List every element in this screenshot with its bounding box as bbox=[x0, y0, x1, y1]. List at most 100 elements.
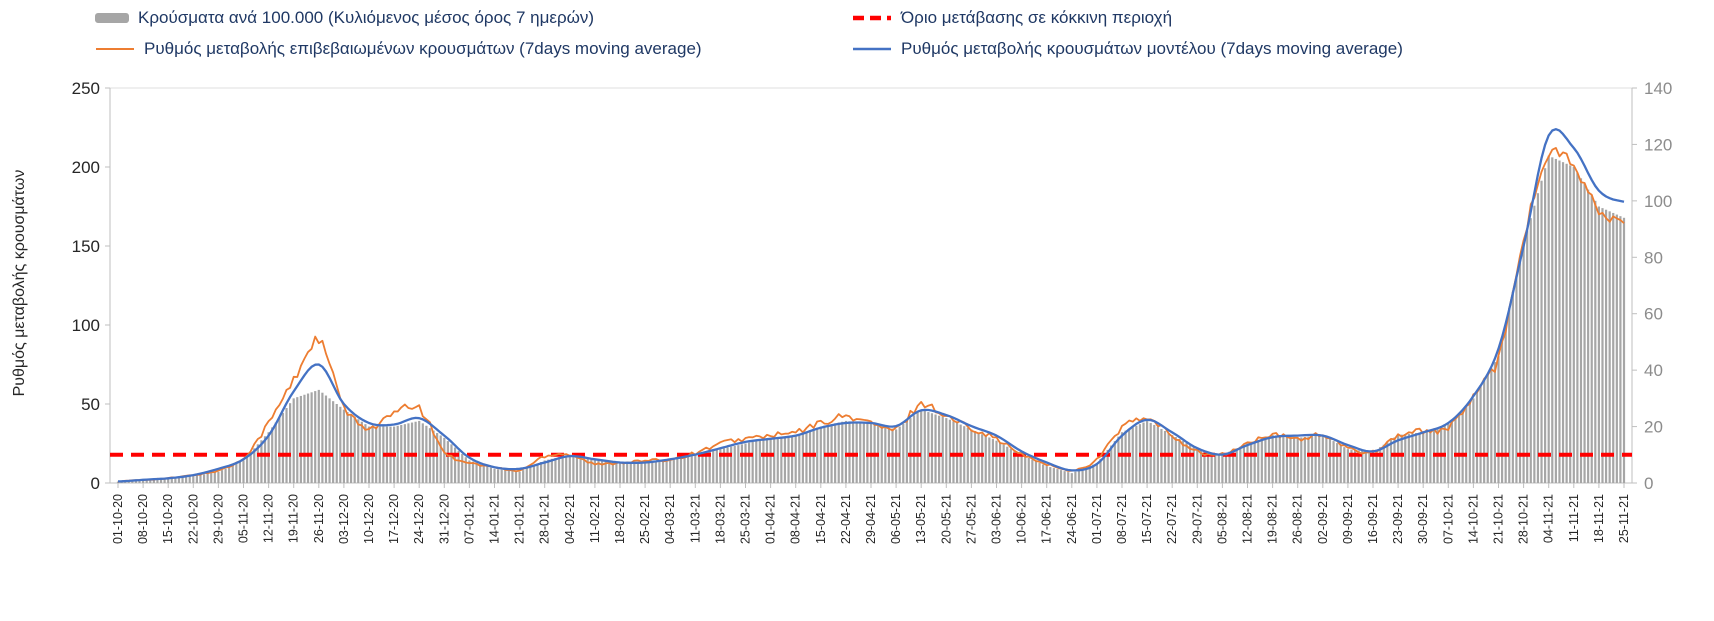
x-tick-label: 15-10-20 bbox=[161, 494, 175, 544]
bar bbox=[1002, 444, 1005, 483]
bar bbox=[1558, 160, 1561, 484]
bar bbox=[1486, 374, 1489, 483]
bar bbox=[1544, 168, 1547, 483]
bar bbox=[981, 434, 984, 483]
x-tick-label: 14-10-21 bbox=[1466, 494, 1480, 544]
bar bbox=[174, 477, 177, 483]
bar bbox=[1135, 425, 1138, 483]
y-right-tick-label: 40 bbox=[1644, 361, 1663, 380]
bar bbox=[349, 414, 353, 483]
bar bbox=[640, 462, 643, 483]
bar bbox=[1483, 380, 1486, 483]
bar bbox=[281, 412, 285, 483]
bar bbox=[1024, 456, 1027, 483]
bar bbox=[1425, 431, 1428, 483]
bar bbox=[1540, 180, 1543, 483]
bar bbox=[1615, 214, 1618, 483]
bar bbox=[791, 435, 794, 483]
bar bbox=[457, 450, 460, 483]
bar bbox=[1034, 461, 1038, 483]
bar bbox=[1518, 259, 1522, 483]
bar bbox=[138, 480, 141, 483]
bar bbox=[400, 424, 403, 483]
bar bbox=[220, 470, 224, 483]
bar bbox=[1353, 449, 1357, 483]
bar bbox=[998, 442, 1002, 483]
bar bbox=[1529, 218, 1532, 483]
bar bbox=[1217, 453, 1220, 483]
bar bbox=[1547, 155, 1550, 483]
bar bbox=[1088, 466, 1091, 483]
model-line-marker-icon bbox=[853, 47, 891, 51]
bar bbox=[475, 462, 478, 483]
bar bbox=[704, 452, 708, 483]
bar bbox=[439, 435, 442, 483]
bar bbox=[507, 470, 510, 483]
x-tick-label: 11-02-21 bbox=[588, 494, 602, 543]
bar bbox=[1228, 451, 1231, 483]
bar bbox=[1522, 243, 1525, 483]
bar bbox=[1454, 416, 1457, 483]
bar bbox=[1267, 436, 1271, 483]
bar bbox=[1285, 436, 1289, 483]
bar bbox=[1113, 441, 1116, 483]
bar bbox=[450, 444, 453, 483]
bar bbox=[1479, 386, 1482, 483]
x-tick-label: 14-01-21 bbox=[488, 494, 502, 544]
bar bbox=[1310, 436, 1314, 483]
bar bbox=[776, 437, 779, 483]
bar bbox=[665, 460, 668, 483]
x-tick-label: 17-12-20 bbox=[387, 494, 401, 544]
x-tick-label: 12-11-20 bbox=[262, 494, 276, 543]
bar bbox=[335, 404, 338, 483]
bar bbox=[199, 474, 202, 483]
bar bbox=[575, 456, 579, 483]
bar bbox=[1515, 275, 1518, 483]
bar bbox=[159, 479, 163, 483]
bar bbox=[769, 437, 772, 483]
bar bbox=[1178, 439, 1181, 483]
x-tick-label: 08-04-21 bbox=[789, 494, 803, 544]
x-tick-label: 29-10-20 bbox=[211, 494, 225, 544]
bar bbox=[916, 412, 919, 483]
bar bbox=[647, 461, 650, 483]
bar bbox=[274, 422, 277, 483]
bar bbox=[697, 453, 700, 483]
y-left-tick-label: 200 bbox=[72, 158, 100, 177]
x-tick-label: 06-05-21 bbox=[889, 494, 903, 544]
bar bbox=[453, 447, 457, 483]
bar bbox=[1368, 451, 1371, 483]
bar bbox=[310, 392, 313, 483]
bar bbox=[170, 478, 173, 483]
bar bbox=[271, 427, 274, 483]
confirmed-line-marker-icon bbox=[96, 48, 134, 50]
x-tick-label: 03-06-21 bbox=[990, 494, 1004, 544]
bar bbox=[618, 463, 622, 483]
bar bbox=[486, 466, 489, 483]
bar bbox=[1493, 362, 1497, 483]
bar bbox=[909, 418, 912, 483]
bar bbox=[1447, 423, 1450, 483]
bar bbox=[1375, 449, 1378, 483]
bar bbox=[1468, 401, 1471, 483]
bar bbox=[912, 415, 916, 483]
bar bbox=[357, 419, 360, 483]
bar bbox=[1293, 437, 1296, 483]
x-tick-label: 05-11-20 bbox=[237, 494, 251, 543]
bar bbox=[1185, 443, 1188, 483]
bar bbox=[1314, 435, 1317, 483]
bar bbox=[701, 453, 704, 483]
bar bbox=[1045, 466, 1048, 483]
bar bbox=[1472, 398, 1475, 483]
bar bbox=[493, 468, 496, 483]
bar bbox=[1196, 449, 1199, 483]
bar bbox=[1307, 436, 1310, 483]
bar bbox=[758, 440, 761, 483]
bar bbox=[672, 459, 675, 483]
bar bbox=[737, 445, 740, 483]
y-right-tick-label: 0 bbox=[1644, 474, 1653, 493]
bar bbox=[604, 461, 607, 483]
bar bbox=[629, 462, 632, 483]
bar bbox=[1242, 445, 1246, 483]
